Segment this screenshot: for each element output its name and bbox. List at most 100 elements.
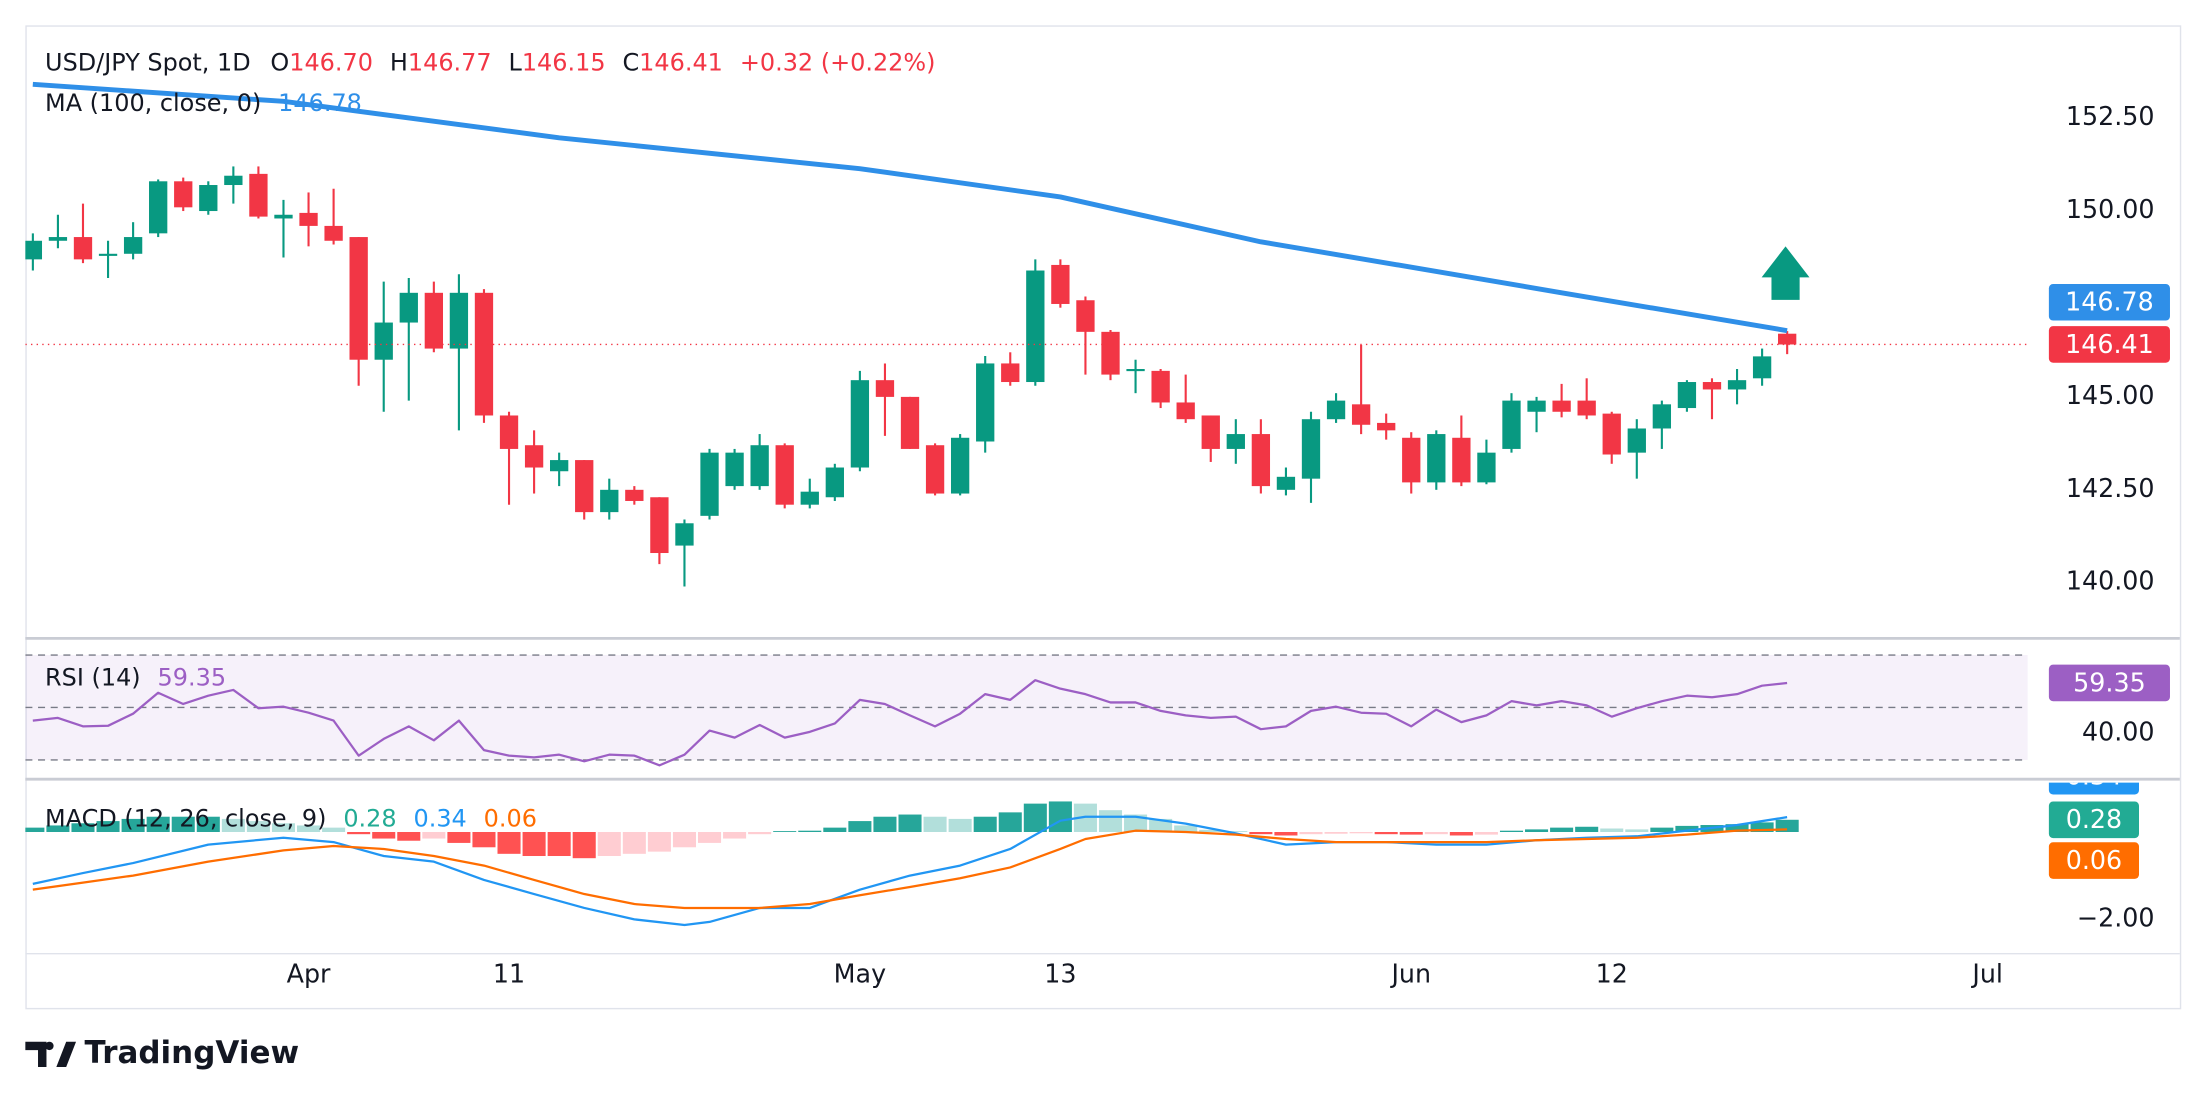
histogram-bar <box>1274 832 1298 836</box>
histogram-bar <box>748 832 772 835</box>
candle-body <box>750 445 769 487</box>
candle-body <box>800 491 819 505</box>
price-pane <box>25 81 2028 587</box>
brand: TradingView <box>84 1035 299 1071</box>
candle-body <box>324 225 343 241</box>
macd-box-label: 0.34 <box>2066 761 2122 791</box>
histogram-bar <box>1174 825 1198 833</box>
candle-body <box>1301 419 1321 479</box>
y-tick-label: 145.00 <box>2066 380 2155 410</box>
candle-body <box>1527 400 1546 412</box>
candle-body <box>1452 437 1471 483</box>
histogram-bar <box>697 832 722 843</box>
histogram-bar <box>221 818 245 833</box>
histogram-bar <box>497 832 521 854</box>
candle-body <box>1351 404 1371 425</box>
candle-body <box>73 237 93 260</box>
legend-key: H <box>390 48 408 76</box>
candle-body <box>1752 356 1772 379</box>
histogram-bar <box>1474 832 1498 835</box>
signal-value: 0.06 <box>484 804 537 832</box>
legend-value: 146.77 <box>408 48 492 76</box>
candle-body <box>1101 331 1120 375</box>
histogram-bar <box>322 827 346 833</box>
legend-change: +0.32 (+0.22%) <box>740 48 936 76</box>
rsi-pane <box>25 654 2028 767</box>
rsi-box <box>2048 664 2170 702</box>
histogram-bar <box>121 818 145 833</box>
legend-key: L <box>509 48 523 76</box>
macd-box <box>2048 782 2139 795</box>
x-tick-label: Jul <box>1970 959 2003 989</box>
candle-body <box>449 292 469 349</box>
histogram-bar <box>146 816 170 833</box>
candle-body <box>1151 370 1170 403</box>
candle-body <box>25 240 43 260</box>
hist-box-label: 0.28 <box>2066 804 2122 834</box>
histogram-bar <box>898 814 922 833</box>
candle-body <box>349 237 368 360</box>
candle-body <box>224 175 243 186</box>
candle-body <box>424 292 444 349</box>
rsi-name: RSI (14) <box>45 664 141 692</box>
logo: TradingView <box>25 1035 299 1071</box>
histogram-bar <box>1224 831 1248 833</box>
hist-box <box>2048 801 2139 839</box>
histogram-bar <box>647 832 671 852</box>
histogram-bar <box>1249 832 1273 835</box>
candle-body <box>925 445 945 494</box>
macd-legend: MACD (12, 26, close, 9) 0.28 0.34 0.06 <box>45 804 537 832</box>
ma-price-label: 146.78 <box>2065 287 2154 317</box>
histogram-bar <box>572 832 596 859</box>
histogram-bar <box>1499 830 1524 833</box>
candle-body <box>825 467 844 498</box>
moving-average <box>32 81 1788 334</box>
histogram-bar <box>1048 801 1072 833</box>
candle-body <box>625 489 644 501</box>
macd-value: 0.34 <box>414 804 467 832</box>
candle-body <box>1427 434 1446 483</box>
histogram-bar <box>1023 803 1047 833</box>
histogram-bar <box>96 821 120 833</box>
y-tick-label: 152.50 <box>2066 101 2155 131</box>
histogram-bar <box>1098 810 1123 833</box>
candle-body <box>524 445 544 468</box>
x-tick-label: 11 <box>493 959 525 989</box>
histogram-bar <box>1550 827 1574 833</box>
candle-body <box>174 181 193 208</box>
axes: 140.00 142.50 145.00 150.00 152.50 40.00 −2.00… <box>287 101 2155 988</box>
x-tick-label: Jun <box>1389 959 1431 989</box>
candle-body <box>550 460 569 472</box>
price-labels: 146.78 146.41 59.35 0.34 0.28 0.06 <box>2048 283 2170 879</box>
candle-body <box>850 380 870 468</box>
histogram-bar <box>873 816 897 833</box>
candle-body <box>48 237 68 241</box>
legend-key: C <box>622 48 639 76</box>
histogram-bar <box>1424 832 1448 835</box>
histogram-bar <box>1299 832 1323 835</box>
histogram-bar <box>372 832 396 839</box>
rsi-value: 59.35 <box>158 664 226 692</box>
candle-body <box>775 445 794 505</box>
histogram-bar <box>547 832 571 857</box>
rsi-legend: RSI (14) 59.35 <box>45 664 226 692</box>
signal-box-label: 0.06 <box>2066 845 2122 875</box>
candle-body <box>875 380 895 397</box>
candle-body <box>1051 264 1070 304</box>
x-tick-label: 13 <box>1044 959 1076 989</box>
ma-price-box <box>2048 283 2170 321</box>
histogram-bar <box>1575 826 1599 833</box>
legend-value: 146.41 <box>639 48 723 76</box>
legend-value: 146.15 <box>522 48 606 76</box>
candle-body <box>1026 270 1045 383</box>
candle-body <box>725 452 744 487</box>
histogram-bar <box>522 832 546 857</box>
ma-legend: MA (100, close, 0) 146.78 <box>45 89 362 117</box>
rsi-label: 59.35 <box>2073 667 2146 697</box>
histogram-bar <box>1374 832 1398 835</box>
candle-body <box>1201 415 1220 449</box>
histogram-bar <box>46 825 70 833</box>
histogram-bar <box>773 831 797 833</box>
